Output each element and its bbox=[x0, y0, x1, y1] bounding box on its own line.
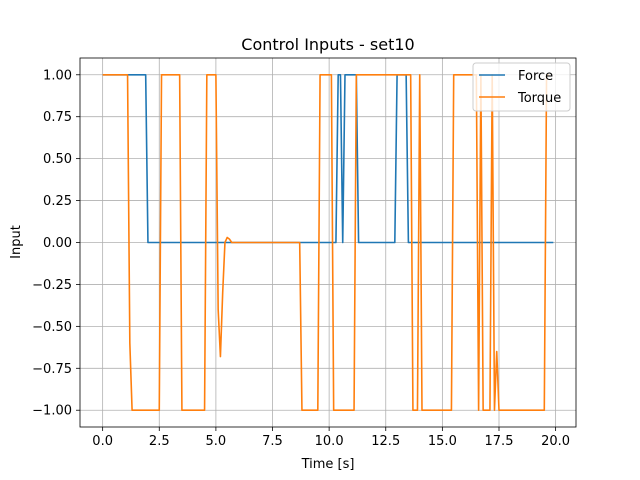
x-tick-label: 2.5 bbox=[149, 434, 170, 449]
y-tick-label: 0.00 bbox=[43, 236, 72, 251]
y-axis-label: Input bbox=[9, 225, 24, 259]
legend-label-force: Force bbox=[518, 69, 553, 84]
y-tick-label: −0.75 bbox=[32, 362, 72, 377]
x-tick-label: 10.0 bbox=[315, 434, 344, 449]
series-line-torque bbox=[102, 73, 549, 412]
legend: Force Torque bbox=[472, 62, 571, 112]
x-tick-label: 20.0 bbox=[541, 434, 570, 449]
x-axis-label: Time [s] bbox=[301, 457, 355, 472]
y-tick-label: −1.00 bbox=[32, 404, 72, 419]
x-tick-label: 17.5 bbox=[485, 434, 514, 449]
y-tick-label: 1.00 bbox=[43, 68, 72, 83]
y-tick-label: 0.25 bbox=[43, 194, 72, 209]
y-tick-label: 0.50 bbox=[43, 152, 72, 167]
y-tick-label: −0.50 bbox=[32, 320, 72, 335]
series-layer bbox=[102, 73, 554, 412]
y-tick-label: 0.75 bbox=[43, 110, 72, 125]
legend-label-torque: Torque bbox=[517, 91, 561, 106]
x-tick-label: 15.0 bbox=[428, 434, 457, 449]
x-tick-label: 12.5 bbox=[371, 434, 400, 449]
x-tick-label: 7.5 bbox=[262, 434, 283, 449]
x-tick-label: 0.0 bbox=[92, 434, 113, 449]
y-tick-label: −0.25 bbox=[32, 278, 72, 293]
chart-title: Control Inputs - set10 bbox=[241, 35, 414, 54]
ticks: 0.0 2.5 5.0 7.5 10.0 12.5 15.0 17.5 20.0 −1.00 −0.… bbox=[32, 68, 570, 449]
x-tick-label: 5.0 bbox=[206, 434, 227, 449]
